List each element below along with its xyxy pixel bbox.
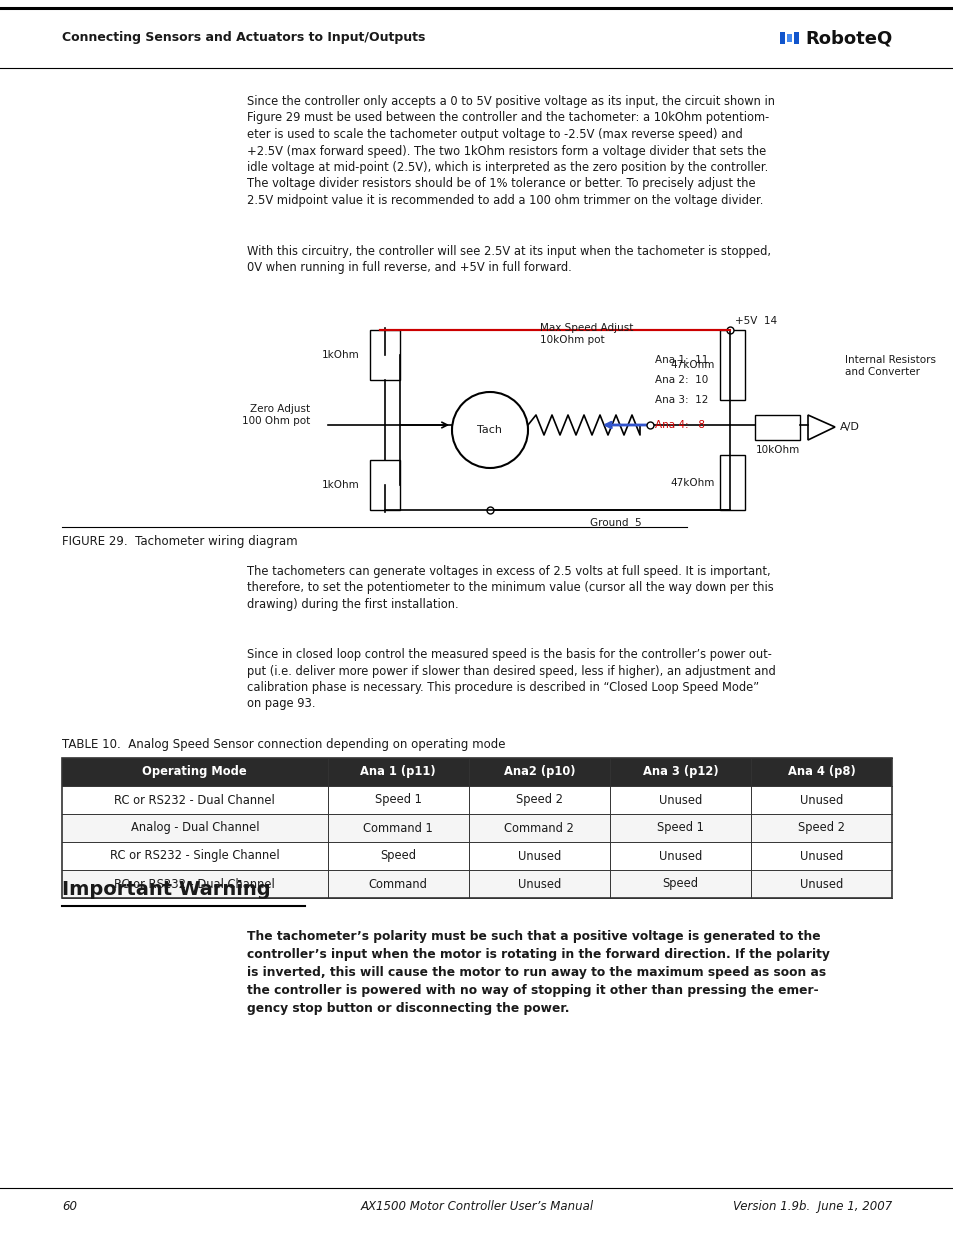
Text: Command 2: Command 2 xyxy=(504,821,574,835)
Text: Unused: Unused xyxy=(799,878,842,890)
Text: Speed: Speed xyxy=(379,850,416,862)
Bar xyxy=(62,842,891,869)
Text: 10kOhm: 10kOhm xyxy=(755,445,799,454)
Text: Operating Mode: Operating Mode xyxy=(142,766,247,778)
Text: +2.5V (max forward speed). The two 1kOhm resistors form a voltage divider that s: +2.5V (max forward speed). The two 1kOhm… xyxy=(247,144,765,158)
Text: the controller is powered with no way of stopping it other than pressing the eme: the controller is powered with no way of… xyxy=(247,984,818,997)
Text: Tach: Tach xyxy=(477,425,502,435)
Text: Connecting Sensors and Actuators to Input/Outputs: Connecting Sensors and Actuators to Inpu… xyxy=(62,32,425,44)
Text: TABLE 10.  Analog Speed Sensor connection depending on operating mode: TABLE 10. Analog Speed Sensor connection… xyxy=(62,739,505,751)
Polygon shape xyxy=(807,415,834,440)
Text: therefore, to set the potentiometer to the minimum value (cursor all the way dow: therefore, to set the potentiometer to t… xyxy=(247,582,773,594)
Text: Ana 2:  10: Ana 2: 10 xyxy=(655,375,707,385)
Text: 60: 60 xyxy=(62,1200,77,1213)
Text: A/D: A/D xyxy=(840,422,859,432)
Text: Ana 4:   8: Ana 4: 8 xyxy=(655,420,704,430)
Text: Internal Resistors
and Converter: Internal Resistors and Converter xyxy=(844,354,935,377)
Text: Command: Command xyxy=(368,878,427,890)
Text: +5V  14: +5V 14 xyxy=(734,316,777,326)
Text: Important Warning: Important Warning xyxy=(62,881,271,899)
Text: Analog - Dual Channel: Analog - Dual Channel xyxy=(131,821,259,835)
Text: Unused: Unused xyxy=(517,850,560,862)
Text: controller’s input when the motor is rotating in the forward direction. If the p: controller’s input when the motor is rot… xyxy=(247,948,829,961)
Text: Unused: Unused xyxy=(799,850,842,862)
Text: 2.5V midpoint value it is recommended to add a 100 ohm trimmer on the voltage di: 2.5V midpoint value it is recommended to… xyxy=(247,194,762,207)
Bar xyxy=(62,758,891,898)
Text: Ground  5: Ground 5 xyxy=(589,517,641,529)
Text: Ana 4 (p8): Ana 4 (p8) xyxy=(787,766,855,778)
Circle shape xyxy=(452,391,527,468)
Text: Unused: Unused xyxy=(799,794,842,806)
Text: Ana 3:  12: Ana 3: 12 xyxy=(655,395,708,405)
Text: Figure 29 must be used between the controller and the tachometer: a 10kOhm poten: Figure 29 must be used between the contr… xyxy=(247,111,768,125)
Text: is inverted, this will cause the motor to run away to the maximum speed as soon : is inverted, this will cause the motor t… xyxy=(247,966,825,979)
Text: RC or RS232 - Single Channel: RC or RS232 - Single Channel xyxy=(110,850,279,862)
Text: Speed 1: Speed 1 xyxy=(375,794,421,806)
Text: Unused: Unused xyxy=(517,878,560,890)
Text: FIGURE 29.  Tachometer wiring diagram: FIGURE 29. Tachometer wiring diagram xyxy=(62,535,297,548)
Text: AX1500 Motor Controller User’s Manual: AX1500 Motor Controller User’s Manual xyxy=(360,1200,593,1213)
Bar xyxy=(793,32,799,43)
Text: on page 93.: on page 93. xyxy=(247,698,315,710)
Text: The tachometer’s polarity must be such that a positive voltage is generated to t: The tachometer’s polarity must be such t… xyxy=(247,930,820,944)
Text: RoboteQ: RoboteQ xyxy=(804,28,891,47)
Text: Ana2 (p10): Ana2 (p10) xyxy=(503,766,575,778)
Text: Speed: Speed xyxy=(661,878,698,890)
Text: 0V when running in full reverse, and +5V in full forward.: 0V when running in full reverse, and +5V… xyxy=(247,262,571,274)
Text: Since the controller only accepts a 0 to 5V positive voltage as its input, the c: Since the controller only accepts a 0 to… xyxy=(247,95,774,107)
Text: Ana 1 (p11): Ana 1 (p11) xyxy=(360,766,436,778)
Text: Command 1: Command 1 xyxy=(363,821,433,835)
Text: 1kOhm: 1kOhm xyxy=(322,480,359,490)
Text: The voltage divider resistors should be of 1% tolerance or better. To precisely : The voltage divider resistors should be … xyxy=(247,178,755,190)
Text: Unused: Unused xyxy=(658,850,701,862)
Bar xyxy=(62,758,891,785)
Text: With this circuitry, the controller will see 2.5V at its input when the tachomet: With this circuitry, the controller will… xyxy=(247,245,770,258)
Text: Since in closed loop control the measured speed is the basis for the controller’: Since in closed loop control the measure… xyxy=(247,648,771,661)
Bar xyxy=(62,814,891,842)
Text: RC or RS232 - Dual Channel: RC or RS232 - Dual Channel xyxy=(114,878,274,890)
Bar xyxy=(754,415,800,440)
Text: calibration phase is necessary. This procedure is described in “Closed Loop Spee: calibration phase is necessary. This pro… xyxy=(247,680,759,694)
Bar xyxy=(720,330,744,400)
Text: gency stop button or disconnecting the power.: gency stop button or disconnecting the p… xyxy=(247,1002,569,1015)
Text: Unused: Unused xyxy=(658,794,701,806)
Text: Speed 1: Speed 1 xyxy=(657,821,703,835)
Bar xyxy=(370,459,399,510)
Bar xyxy=(720,454,744,510)
Text: Ana 1:  11: Ana 1: 11 xyxy=(655,354,708,366)
Text: Version 1.9b.  June 1, 2007: Version 1.9b. June 1, 2007 xyxy=(732,1200,891,1213)
Text: idle voltage at mid-point (2.5V), which is interpreted as the zero position by t: idle voltage at mid-point (2.5V), which … xyxy=(247,161,767,174)
Bar xyxy=(786,33,791,42)
Bar xyxy=(62,869,891,898)
Text: drawing) during the first installation.: drawing) during the first installation. xyxy=(247,598,458,611)
Text: RC or RS232 - Dual Channel: RC or RS232 - Dual Channel xyxy=(114,794,274,806)
Bar xyxy=(62,785,891,814)
Text: Speed 2: Speed 2 xyxy=(797,821,844,835)
Text: 1kOhm: 1kOhm xyxy=(322,350,359,359)
Text: put (i.e. deliver more power if slower than desired speed, less if higher), an a: put (i.e. deliver more power if slower t… xyxy=(247,664,775,678)
Text: Speed 2: Speed 2 xyxy=(516,794,562,806)
Text: The tachometers can generate voltages in excess of 2.5 volts at full speed. It i: The tachometers can generate voltages in… xyxy=(247,564,770,578)
Text: 47kOhm: 47kOhm xyxy=(670,359,714,370)
Text: eter is used to scale the tachometer output voltage to -2.5V (max reverse speed): eter is used to scale the tachometer out… xyxy=(247,128,742,141)
Text: Max Speed Adjust
10kOhm pot: Max Speed Adjust 10kOhm pot xyxy=(539,324,633,345)
Bar xyxy=(780,32,784,43)
Bar xyxy=(370,330,399,380)
Text: 47kOhm: 47kOhm xyxy=(670,478,714,488)
Text: Ana 3 (p12): Ana 3 (p12) xyxy=(642,766,718,778)
Text: Zero Adjust
100 Ohm pot: Zero Adjust 100 Ohm pot xyxy=(241,404,310,426)
